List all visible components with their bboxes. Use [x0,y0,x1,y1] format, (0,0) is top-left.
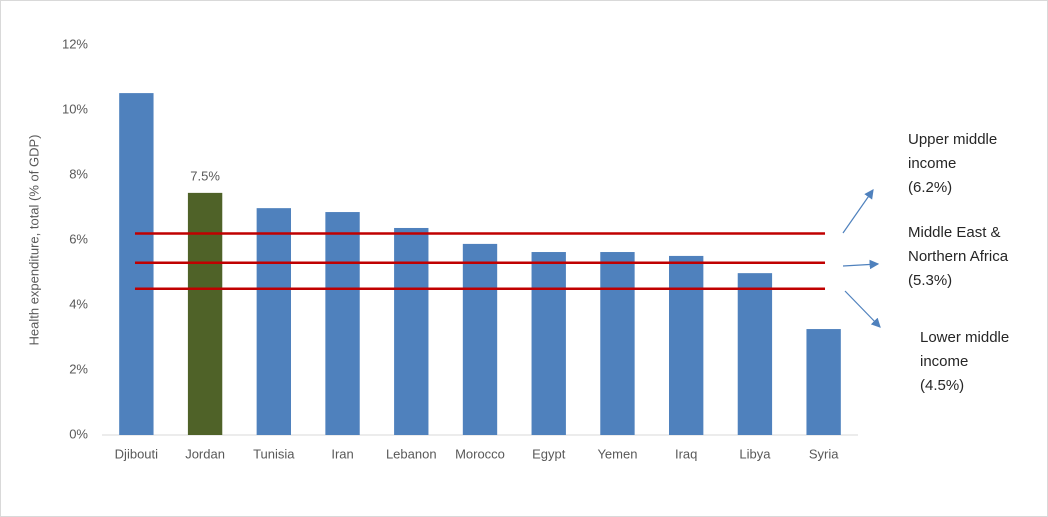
x-tick-label: Egypt [532,446,566,461]
y-tick-label: 2% [69,361,88,376]
y-tick-label: 6% [69,231,88,246]
annotation: (5.3%) [908,272,952,289]
annotation: Middle East & [908,224,1001,241]
bar [119,93,154,435]
bar [187,192,223,435]
annotation: Lower middle [920,329,1009,346]
x-tick-label: Iraq [675,446,697,461]
y-tick-label: 8% [69,166,88,181]
arrow [844,290,881,328]
bar [669,255,704,435]
annotation: Northern Africa [908,248,1009,265]
bar [256,208,291,435]
bar [325,212,360,435]
x-tick-label: Lebanon [386,446,437,461]
bar [394,227,429,435]
x-tick-label: Libya [739,446,771,461]
y-tick-label: 4% [69,296,88,311]
annotation: income [920,353,968,370]
x-tick-label: Syria [809,446,839,461]
x-tick-label: Tunisia [253,446,295,461]
bar [600,252,635,435]
annotation: income [908,155,956,172]
bar [737,273,773,435]
x-tick-label: Djibouti [115,446,158,461]
y-tick-label: 10% [62,101,88,116]
x-tick-label: Morocco [455,446,505,461]
x-tick-label: Jordan [185,446,225,461]
annotation: (6.2%) [908,179,952,196]
annotation: (4.5%) [920,377,964,394]
x-tick-label: Yemen [597,446,637,461]
x-tick-label: Iran [331,446,353,461]
bar [806,329,841,435]
bar [531,252,566,435]
annotation: Upper middle [908,131,997,148]
y-tick-label: 0% [69,426,88,441]
arrow [842,259,880,270]
bar [462,243,498,435]
data-label: 7.5% [190,168,220,183]
y-axis-title: Health expenditure, total (% of GDP) [26,135,41,346]
y-tick-label: 12% [62,36,88,51]
arrow [842,189,874,234]
